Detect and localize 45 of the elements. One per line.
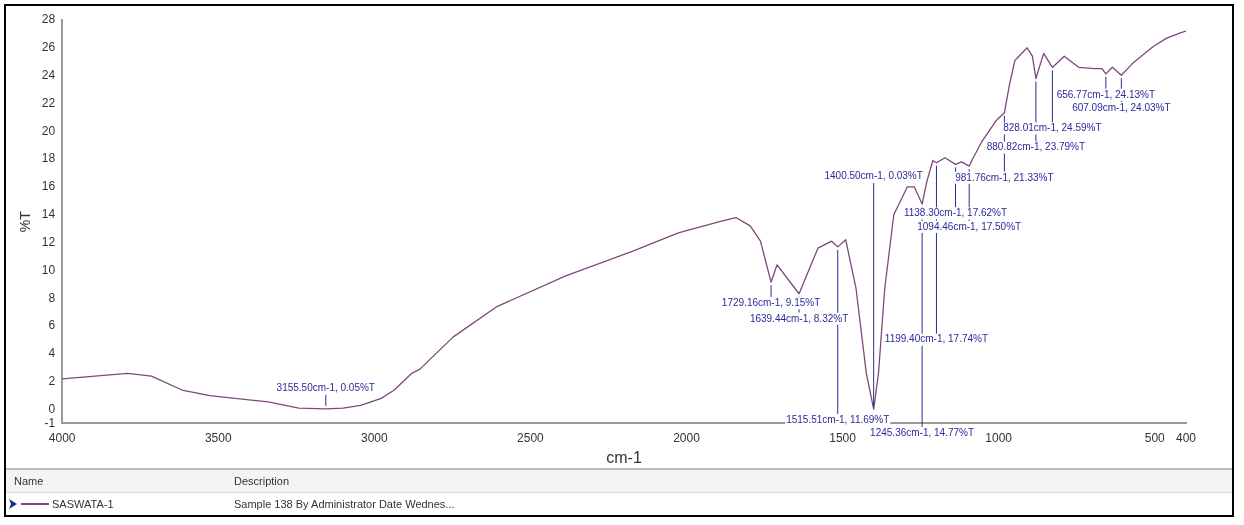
x-tick-label: 500 xyxy=(1144,430,1166,445)
y-tick-label: 10 xyxy=(41,262,56,277)
x-tick-label: 3500 xyxy=(204,430,232,445)
x-tick-label: 1000 xyxy=(985,430,1013,445)
annotation: 1400.50cm-1, 0.03%T xyxy=(824,169,923,181)
y-tick-label: 26 xyxy=(41,40,56,55)
x-tick-label: 400 xyxy=(1175,430,1197,445)
x-tick-label: 4000 xyxy=(48,430,76,445)
annotation: 656.77cm-1, 24.13%T xyxy=(1056,88,1156,100)
y-tick-label: 16 xyxy=(41,179,56,194)
annotation: 1138.30cm-1, 17.62%T xyxy=(903,207,1008,219)
y-tick-label: 12 xyxy=(41,234,56,249)
y-tick-label: 2 xyxy=(48,373,56,388)
text: Name xyxy=(13,475,45,487)
annotation: 1245.36cm-1, 14.77%T xyxy=(870,426,975,438)
y-tick-label: 14 xyxy=(41,207,56,222)
x-tick-label: 2500 xyxy=(517,430,545,445)
annotation: 1639.44cm-1, 8.32%T xyxy=(749,312,849,324)
y-tick-label: 22 xyxy=(41,95,56,110)
text: Description xyxy=(234,475,290,487)
x-tick-label: 2000 xyxy=(673,430,701,445)
annotation: 1094.46cm-1, 17.50%T xyxy=(917,220,1022,232)
x-tick-label: 3000 xyxy=(360,430,388,445)
text: Sample 138 By Administrator Date Wednes... xyxy=(234,498,455,510)
legend-label: SASWATA-1 xyxy=(52,498,114,510)
y-tick-label: 4 xyxy=(48,346,56,361)
y-axis-title: %T xyxy=(17,210,34,233)
annotation: 607.09cm-1, 24.03%T xyxy=(1072,101,1171,113)
annotation: 1199.40cm-1, 17.74%T xyxy=(884,333,989,345)
y-tick-label: 6 xyxy=(48,318,56,333)
y-tick-label: 0 xyxy=(48,401,56,416)
annotation: 880.82cm-1, 23.79%T xyxy=(986,141,1086,153)
y-tick-label: 20 xyxy=(41,123,56,138)
y-tick-label: 28 xyxy=(41,12,56,27)
y-tick-label: 8 xyxy=(48,290,56,305)
y-tick-label: 18 xyxy=(41,151,56,166)
annotation: 981.76cm-1, 21.33%T xyxy=(955,171,1054,183)
x-tick-label: 1500 xyxy=(829,430,857,445)
annotation: 3155.50cm-1, 0.05%T xyxy=(276,381,375,393)
annotation: 1729.16cm-1, 9.15%T xyxy=(721,296,821,308)
annotation: 1515.51cm-1, 11.69%T xyxy=(786,413,890,425)
y-tick-label: -1 xyxy=(44,415,56,430)
y-tick-label: 24 xyxy=(41,67,56,82)
x-axis-title: cm-1 xyxy=(606,448,642,466)
annotation: 828.01cm-1, 24.59%T xyxy=(1003,122,1102,134)
